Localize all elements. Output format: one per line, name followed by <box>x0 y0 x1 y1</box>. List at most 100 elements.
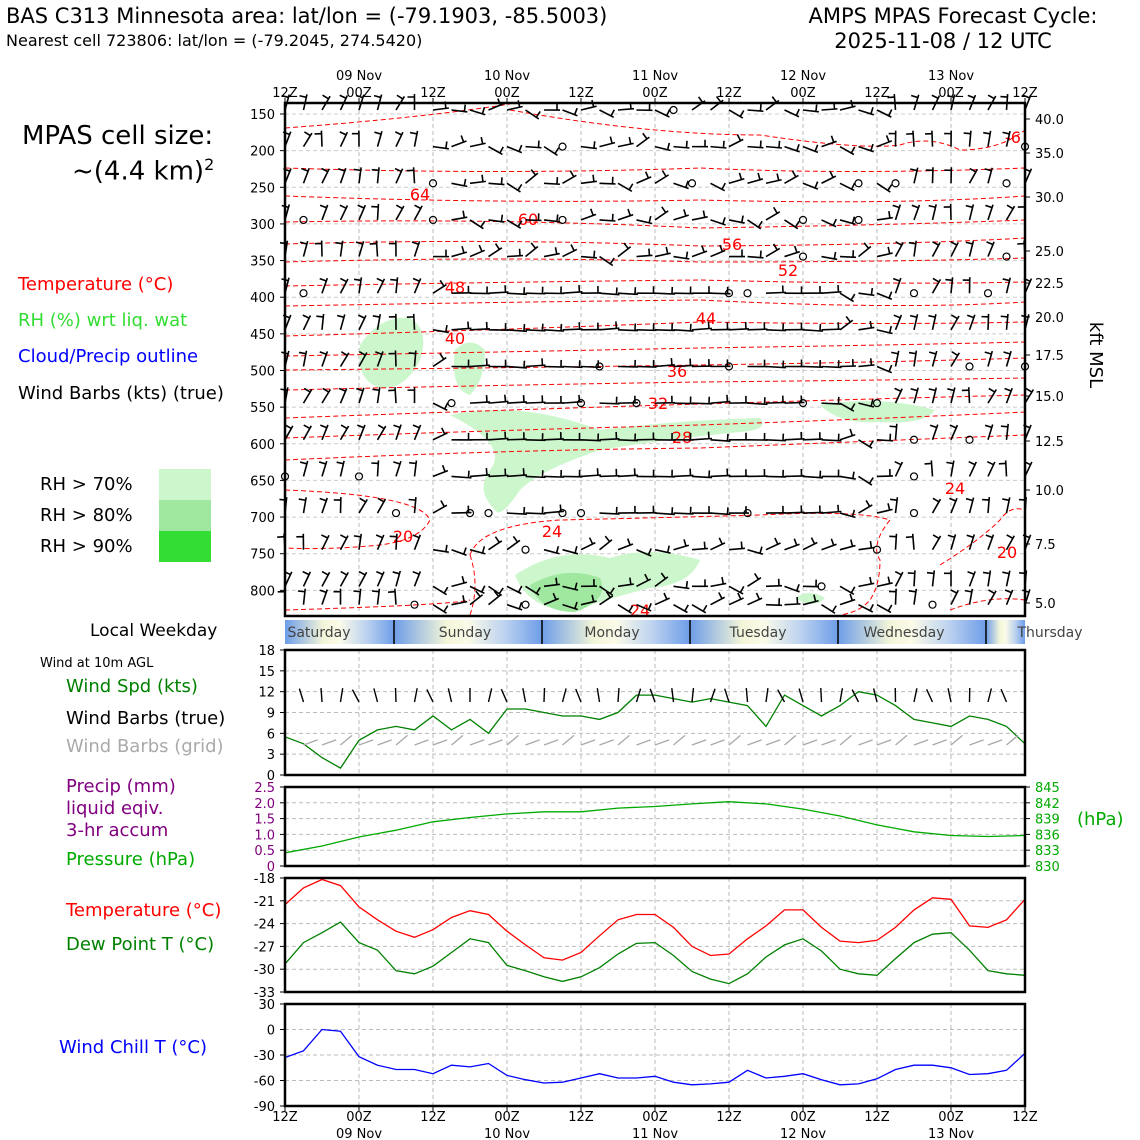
wind-barb-grid <box>580 739 596 746</box>
wind-barb-true <box>709 688 716 703</box>
wind-barb <box>950 94 956 111</box>
wind-barb <box>395 533 398 550</box>
wind-barb-flag <box>461 245 465 254</box>
wind-barb <box>506 219 522 229</box>
wind-barb <box>469 401 491 404</box>
wind-barb <box>451 581 468 588</box>
wind-barb <box>968 461 978 477</box>
top-tick-label: 12Z <box>716 86 742 101</box>
bottom-tick-label: 12Z <box>864 1110 890 1125</box>
wind-barb-grid <box>895 734 908 746</box>
wind-barb-flag <box>740 215 744 223</box>
wind-barb-flag <box>644 573 649 581</box>
wind-barb <box>710 438 731 442</box>
wind-grid-label: Wind Barbs (grid) <box>66 736 224 757</box>
wind-barb-true <box>500 688 508 703</box>
wind-barb-flag <box>319 351 327 356</box>
wind-barb <box>395 95 406 111</box>
wind-barb <box>858 145 874 153</box>
wind-barb-flag <box>887 604 893 612</box>
wind-barb-flag <box>964 589 972 593</box>
wind-barb-flag <box>1004 589 1012 594</box>
wind-barb <box>339 205 349 221</box>
wind-barb <box>747 219 762 230</box>
wind-barb-flag <box>356 387 364 392</box>
wind-barb-grid <box>414 739 429 746</box>
wind-barb <box>617 292 639 296</box>
bottom-tick-label: 00Z <box>642 1110 668 1125</box>
wind-barb <box>654 174 670 184</box>
wind-barb-flag <box>778 140 781 148</box>
wind-barb <box>394 387 397 404</box>
cell-size-exponent: 2 <box>204 155 215 174</box>
wind-barb <box>858 546 875 551</box>
wind-barb-true <box>839 688 844 703</box>
wind-barb-flag <box>376 277 384 283</box>
pressure-tick-label: 839 <box>1035 813 1060 828</box>
temperature-contour-label: 20 <box>393 527 413 546</box>
wind-barb <box>765 291 787 295</box>
wind-barb <box>376 534 385 551</box>
wind-barb-grid <box>303 739 318 746</box>
wind-barb <box>1024 497 1027 514</box>
wind-barb-flag <box>517 585 523 593</box>
windchill-panel: 30 0 -30 -60 -90 <box>254 998 1027 1115</box>
wind-barb-flag <box>462 595 466 603</box>
wind-barb <box>950 497 958 514</box>
wind-barb <box>950 315 960 331</box>
wind-barb-true <box>671 688 675 703</box>
wind-barb <box>413 497 417 514</box>
wind-barb <box>302 315 312 331</box>
wind-barb <box>580 145 597 150</box>
wind-barb <box>599 585 614 596</box>
wind-barb <box>1024 570 1028 587</box>
wind-barb <box>321 204 329 221</box>
wind-barb <box>876 252 893 258</box>
wind-barb-flag <box>888 211 891 219</box>
wind-barb-flag <box>355 94 364 99</box>
wind-barb <box>580 255 598 259</box>
top-tick-label: 12Z <box>1012 86 1038 101</box>
wind-barb <box>1005 350 1012 367</box>
wind-barb-flag <box>628 605 634 613</box>
y-tick-label: -33 <box>254 986 275 1001</box>
wind-barb <box>802 475 824 479</box>
calm-wind-circle <box>521 600 530 609</box>
wind-barb <box>931 424 939 441</box>
calm-wind-circle <box>558 215 567 225</box>
wind-barb-flag <box>390 278 398 282</box>
wind-barb-flag <box>412 534 420 539</box>
wind-barb <box>728 597 744 606</box>
wind-barb-true <box>351 689 360 703</box>
wind-barb <box>950 590 959 606</box>
wind-barb <box>376 425 387 441</box>
wind-barb-flag <box>951 314 958 320</box>
calm-wind-circle <box>743 289 752 298</box>
wind-barb <box>488 437 509 441</box>
calm-wind-circle <box>410 600 419 609</box>
wind-barb <box>375 240 379 257</box>
y-tick-label: -90 <box>254 1100 275 1115</box>
wind-barb <box>488 585 503 597</box>
wind-barb <box>562 400 583 404</box>
wind-barb-flag <box>615 321 618 329</box>
wind-barb-true <box>798 688 804 703</box>
wind-barb <box>451 251 468 258</box>
wind-barb <box>525 475 546 479</box>
temperature-contour <box>284 434 1026 461</box>
wind-barb-flag <box>965 241 973 245</box>
calm-wind-circle <box>1020 142 1030 151</box>
wind-barb <box>1024 168 1033 184</box>
wind-barb-flag <box>984 168 992 172</box>
wind-barb <box>784 174 799 184</box>
wind-barb-true <box>872 688 878 703</box>
wind-barb <box>894 242 904 257</box>
wind-barb <box>857 245 872 258</box>
wind-barb <box>394 588 397 605</box>
calm-wind-circle <box>428 179 438 188</box>
wind-barb-flag <box>946 461 954 465</box>
weekday-name: Sunday <box>439 625 491 641</box>
wind-barb <box>580 180 597 185</box>
wind-barb <box>358 498 368 514</box>
